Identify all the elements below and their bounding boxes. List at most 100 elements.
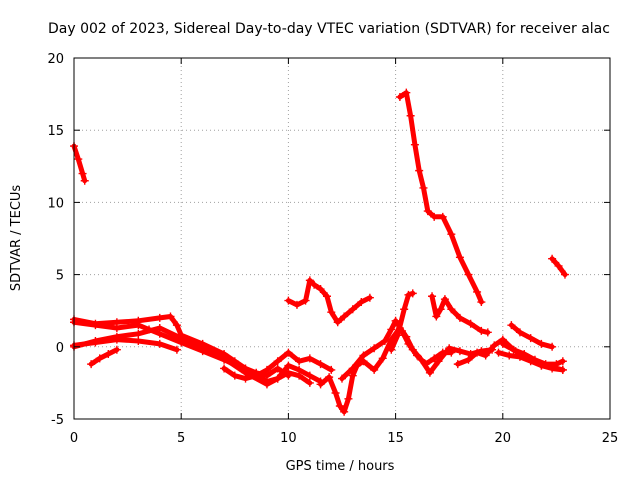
series-prn-a — [70, 142, 89, 185]
data-point-marker — [301, 296, 310, 305]
data-point-marker — [230, 371, 239, 380]
data-point-marker — [310, 280, 319, 289]
data-point-marker — [340, 312, 349, 321]
data-point-marker — [515, 328, 524, 337]
data-point-marker — [473, 348, 482, 357]
data-point-marker — [432, 312, 441, 321]
data-point-marker — [466, 319, 475, 328]
x-axis-label: GPS time / hours — [286, 459, 395, 474]
data-point-marker — [177, 334, 186, 343]
data-point-marker — [74, 155, 83, 164]
data-point-marker — [155, 324, 164, 333]
data-point-marker — [428, 292, 437, 301]
series-prn-f — [87, 345, 121, 369]
data-point-marker — [241, 374, 250, 383]
data-point-marker — [404, 339, 413, 348]
data-point-marker — [402, 88, 411, 97]
plot-frame — [73, 57, 611, 420]
data-point-marker — [359, 351, 368, 360]
series-prn-m — [428, 292, 492, 337]
data-point-marker — [104, 350, 113, 359]
data-point-marker — [325, 373, 334, 382]
data-point-marker — [112, 345, 121, 354]
data-point-marker — [348, 371, 357, 380]
data-point-marker — [423, 207, 432, 216]
data-point-marker — [172, 321, 181, 330]
data-point-marker — [284, 348, 293, 357]
data-point-marker — [498, 339, 507, 348]
data-point-marker — [378, 354, 387, 363]
data-point-marker — [425, 368, 434, 377]
x-tick-label: 0 — [70, 431, 78, 446]
data-point-marker — [391, 316, 400, 325]
x-tick-label: 10 — [280, 431, 297, 446]
data-point-marker — [357, 298, 366, 307]
data-point-marker — [295, 365, 304, 374]
data-point-marker — [436, 305, 445, 314]
x-axis-ticks: 0 5 10 15 20 25 — [70, 58, 618, 446]
data-point-marker — [335, 402, 344, 411]
data-point-marker — [483, 328, 492, 337]
data-point-marker — [155, 339, 164, 348]
series-prn-g — [220, 348, 336, 383]
data-point-marker — [548, 342, 557, 351]
series-prn-p — [507, 321, 557, 351]
data-point-marker — [172, 345, 181, 354]
data-point-marker — [322, 292, 331, 301]
data-point-marker — [91, 321, 100, 330]
data-point-marker — [252, 371, 261, 380]
data-point-marker — [438, 212, 447, 221]
series-prn-k — [387, 289, 417, 354]
data-point-marker — [305, 354, 314, 363]
data-point-marker — [80, 176, 89, 185]
y-axis-label: SDTVAR / TECUs — [9, 185, 24, 292]
data-point-marker — [481, 351, 490, 360]
data-point-marker — [348, 305, 357, 314]
data-point-marker — [511, 347, 520, 356]
data-point-marker — [477, 298, 486, 307]
data-point-marker — [455, 347, 464, 356]
data-point-marker — [410, 140, 419, 149]
data-point-marker — [558, 357, 567, 366]
series-prn-h — [284, 276, 374, 327]
series-trace — [508, 322, 555, 350]
x-tick-label: 20 — [495, 431, 512, 446]
data-point-marker — [406, 111, 415, 120]
data-point-marker — [524, 354, 533, 363]
data-point-marker — [370, 365, 379, 374]
data-point-marker — [262, 365, 271, 374]
data-point-marker — [316, 380, 325, 389]
data-point-marker — [220, 364, 229, 373]
data-point-marker — [421, 360, 430, 369]
data-point-marker — [548, 363, 557, 372]
data-point-marker — [91, 337, 100, 346]
data-point-marker — [292, 300, 301, 309]
y-tick-label: 20 — [47, 52, 64, 67]
series-trace — [397, 90, 484, 305]
y-tick-label: 10 — [47, 196, 64, 211]
data-point-marker — [262, 380, 271, 389]
data-point-marker — [327, 308, 336, 317]
grid-lines — [74, 58, 610, 419]
data-point-marker — [316, 360, 325, 369]
chart-title: Day 002 of 2023, Sidereal Day-to-day VTE… — [48, 21, 610, 37]
data-point-marker — [400, 305, 409, 314]
data-point-marker — [447, 305, 456, 314]
data-point-marker — [112, 324, 121, 333]
data-point-marker — [273, 364, 282, 373]
data-point-marker — [327, 365, 336, 374]
data-point-marker — [507, 321, 516, 330]
y-tick-label: 5 — [56, 269, 64, 284]
data-point-marker — [331, 389, 340, 398]
data-point-marker — [166, 312, 175, 321]
y-tick-label: 0 — [56, 341, 64, 356]
data-point-marker — [440, 295, 449, 304]
series-trace — [88, 347, 120, 367]
data-point-marker — [155, 313, 164, 322]
data-point-marker — [387, 345, 396, 354]
data-point-marker — [537, 339, 546, 348]
data-point-marker — [430, 354, 439, 363]
data-point-marker — [434, 357, 443, 366]
data-point-marker — [505, 351, 514, 360]
